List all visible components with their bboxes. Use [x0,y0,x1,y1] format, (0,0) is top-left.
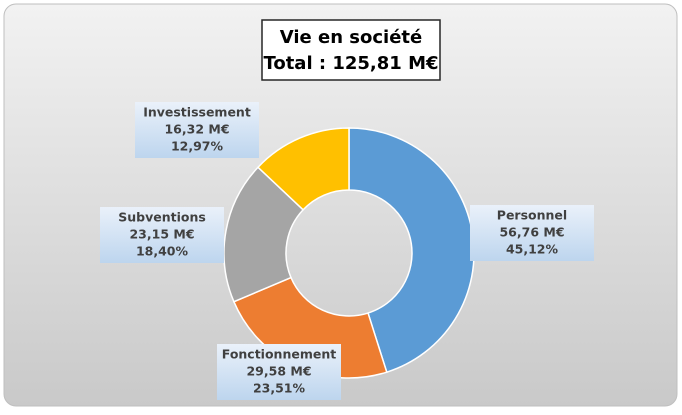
category-label: Personnel [497,208,567,223]
percentage-label: 23,51% [253,381,306,396]
category-label: Subventions [118,210,206,225]
percentage-label: 18,40% [136,244,189,259]
label-box [100,207,224,263]
value-label: 16,32 M€ [164,122,229,137]
chart-title: Vie en société [280,27,423,48]
label-box [135,102,259,158]
label-box [470,205,594,261]
category-label: Investissement [143,105,251,120]
chart-subtitle: Total : 125,81 M€ [263,53,438,74]
percentage-label: 12,97% [171,139,224,154]
value-label: 23,15 M€ [129,227,194,242]
value-label: 56,76 M€ [499,225,564,240]
donut-slice [348,127,475,374]
donut-slice [256,127,350,211]
title-box [261,19,441,81]
category-label: Fonctionnement [222,347,336,362]
value-label: 29,58 M€ [246,364,311,379]
percentage-label: 45,12% [506,242,559,257]
label-box [217,344,341,400]
